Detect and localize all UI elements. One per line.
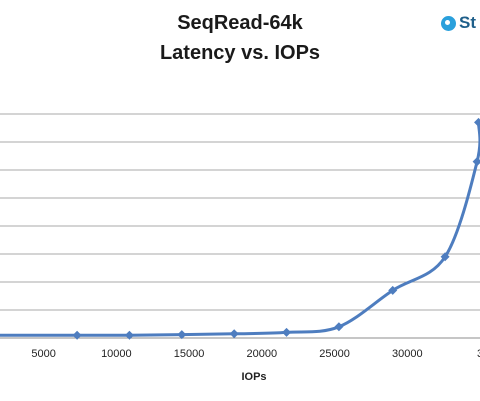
chart-title-line-1: SeqRead-64k [177,12,303,34]
x-tick-label: 5000 [31,348,55,360]
logo-icon [441,15,456,31]
data-point-marker [124,330,134,340]
data-point-marker [474,117,480,127]
data-point-marker [388,285,398,295]
series-line [0,122,480,337]
x-tick-label: 15000 [174,348,205,360]
brand-logo: St [441,13,476,33]
data-point-marker [229,329,239,339]
data-point-marker [334,322,344,332]
chart-title-line-2: Latency vs. IOPs [159,42,321,64]
x-tick-label: 3 [477,348,480,360]
x-tick-label: 25000 [319,348,350,360]
logo-text: St [459,13,476,32]
data-point-marker [177,330,187,340]
x-tick-label: 30000 [392,348,423,360]
x-tick-label: 20000 [247,348,278,360]
data-point-marker [440,252,450,262]
x-axis-label: IOPs [241,371,266,383]
data-point-marker [472,157,480,167]
data-point-marker [72,330,82,340]
data-point-marker [282,327,292,337]
x-tick-label: 10000 [101,348,132,360]
